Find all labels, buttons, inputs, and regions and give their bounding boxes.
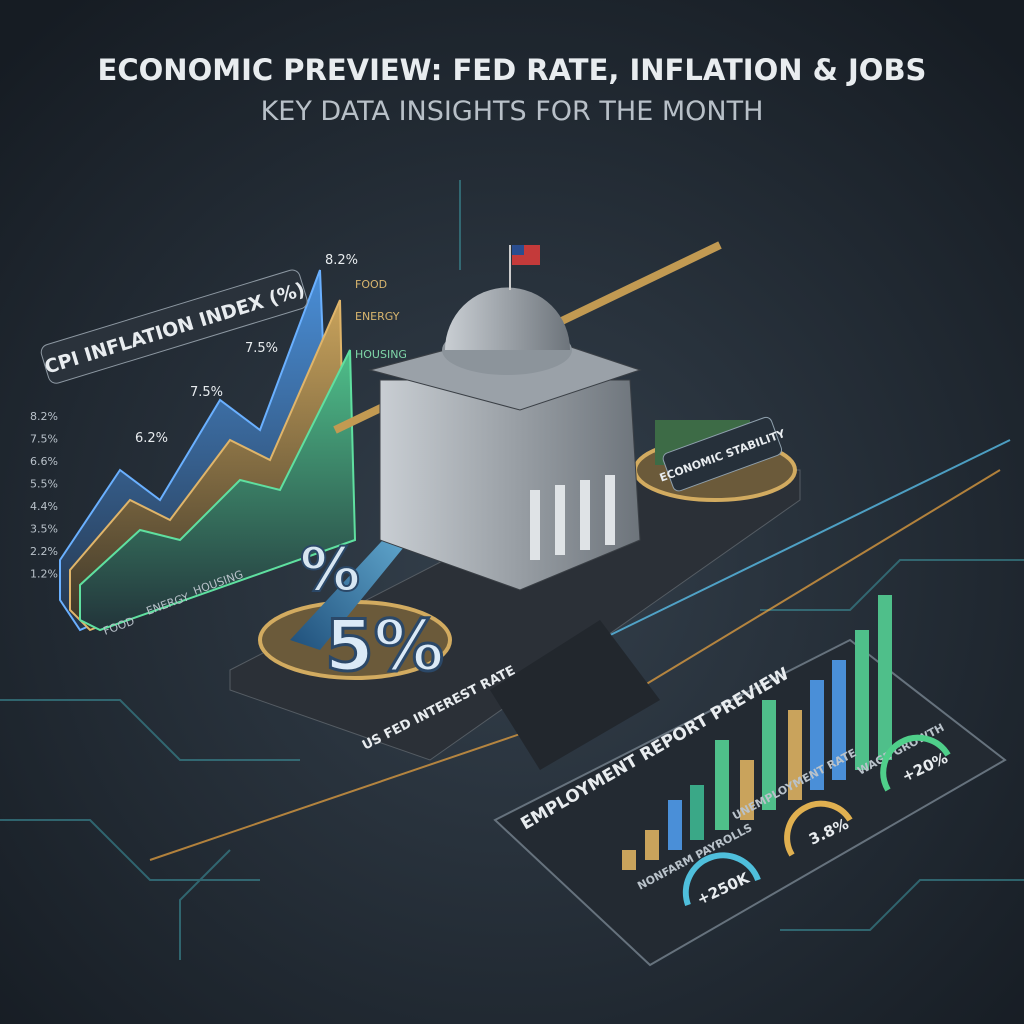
bar: [855, 630, 869, 770]
circuit: [760, 559, 1024, 611]
axis-label: 2.2%: [30, 545, 58, 558]
axis-label: 6.6%: [30, 455, 58, 468]
bar: [810, 680, 824, 790]
scale-base: [490, 620, 660, 770]
tag-box: [662, 416, 783, 492]
gauge: [682, 852, 761, 907]
circuit: [780, 879, 1024, 931]
columns: [530, 475, 615, 560]
column: [605, 475, 615, 545]
bar: [668, 800, 682, 850]
rate-label: 5%: [325, 605, 444, 687]
bar: [645, 830, 659, 860]
axis-label: 8.2%: [30, 410, 58, 423]
legend-label: ENERGY: [355, 310, 400, 323]
axis-label: 3.5%: [30, 523, 58, 536]
axis-label: 1.2%: [30, 568, 58, 581]
point-label: 8.2%: [325, 253, 358, 268]
title: ECONOMIC PREVIEW: FED RATE, INFLATION & …: [98, 53, 927, 87]
cpi-panel: CPI INFLATION INDEX (%) 8.2% 7.5% 7.5% 6…: [30, 253, 407, 638]
point-label: 7.5%: [245, 341, 278, 356]
gauge: [880, 734, 951, 792]
legend-label: HOUSING: [355, 348, 407, 361]
cpi-area: [79, 349, 357, 632]
bar: [832, 660, 846, 780]
fed-panel: % 5% US FED INTEREST RATE ECONOMIC STABI…: [229, 241, 801, 770]
dome: [445, 287, 570, 350]
bar: [622, 850, 636, 870]
gauge: [784, 800, 853, 857]
circuit: [179, 849, 231, 960]
flag-canton: [512, 245, 524, 255]
bar: [740, 760, 754, 820]
axis-label: 5.5%: [30, 478, 58, 491]
column: [580, 480, 590, 550]
axis-label: 7.5%: [30, 433, 58, 446]
cpi-axis: 8.2% 7.5% 6.6% 5.5% 4.4% 3.5% 2.2% 1.2%: [30, 410, 58, 581]
circuit: [0, 699, 300, 761]
circuit-lines: [0, 180, 1024, 960]
percent-symbol: %: [300, 535, 360, 605]
bar: [715, 740, 729, 830]
bar: [788, 710, 802, 800]
point-label: 6.2%: [135, 431, 168, 446]
light-streak: [599, 439, 1011, 641]
bar: [690, 785, 704, 840]
subtitle: KEY DATA INSIGHTS FOR THE MONTH: [261, 96, 764, 127]
point-label: 7.5%: [190, 385, 223, 400]
axis-label: 4.4%: [30, 500, 58, 513]
circuit: [0, 819, 260, 881]
bar: [878, 595, 892, 760]
legend-label: FOOD: [355, 278, 387, 291]
column: [530, 490, 540, 560]
title-box: [40, 269, 308, 384]
column: [555, 485, 565, 555]
bar: [762, 700, 776, 810]
bars: [622, 595, 892, 870]
